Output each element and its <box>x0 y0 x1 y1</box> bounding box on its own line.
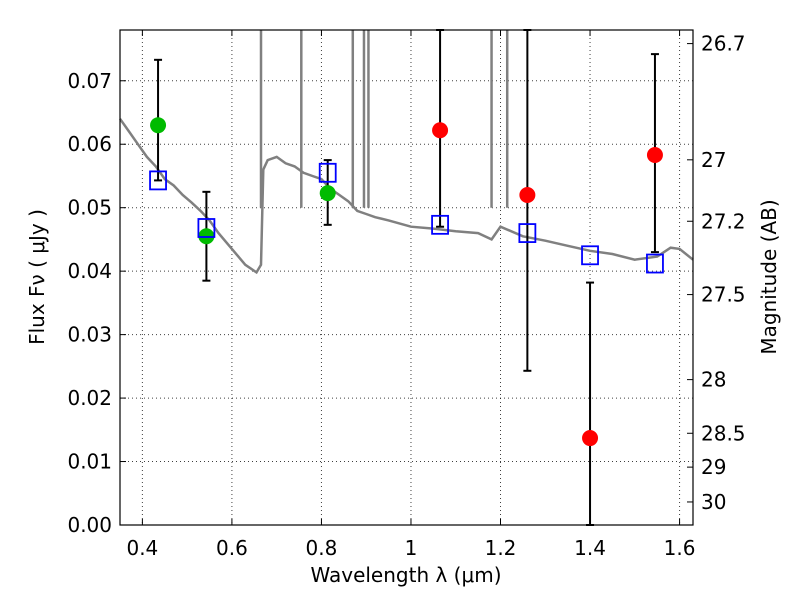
model-photometry-box <box>581 245 599 266</box>
red-data-point <box>646 147 663 164</box>
red-data-point <box>582 430 599 447</box>
plot-frame <box>119 29 694 526</box>
y2-axis-label: Magnitude (AB) <box>757 199 781 354</box>
y-tick-label: 0.00 <box>67 513 112 537</box>
model-photometry-box <box>431 214 449 235</box>
y2-tick-label: 27.5 <box>701 283 746 307</box>
model-photometry-layer <box>149 162 664 274</box>
y2-tick-label: 28 <box>701 368 726 392</box>
x-tick-label: 1.4 <box>574 536 606 560</box>
red-data-point <box>519 187 536 203</box>
y-tick-label: 0.07 <box>67 69 112 93</box>
x-tick-label: 1.6 <box>664 536 696 560</box>
y2-tick-label: 30 <box>701 490 726 514</box>
y-tick-label: 0.06 <box>67 132 112 156</box>
model-photometry-box <box>149 170 167 191</box>
x-tick-label: 0.8 <box>306 536 338 560</box>
x-tick-label: 1.2 <box>485 536 517 560</box>
x-axis-label: Wavelength λ (μm) <box>310 563 501 587</box>
y2-tick-label: 29 <box>701 455 726 479</box>
y-tick-label: 0.04 <box>67 259 112 283</box>
y-tick-label: 0.03 <box>67 323 112 347</box>
y2-tick-label: 28.5 <box>701 421 746 445</box>
y2-tick-label: 26.7 <box>701 32 746 56</box>
x-tick-label: 0.6 <box>216 536 248 560</box>
model-photometry-box <box>197 218 216 238</box>
y-tick-label: 0.01 <box>67 450 112 474</box>
model-spectrum-line <box>118 118 694 275</box>
green-data-point <box>319 185 336 202</box>
green-data-point <box>150 117 167 134</box>
y-tick-label: 0.02 <box>67 386 112 410</box>
model-photometry-box <box>518 223 537 243</box>
model-spectrum-layer <box>118 30 694 275</box>
y-axis-label: Flux Fν ( μJy ) <box>25 209 49 345</box>
x-tick-label: 1 <box>405 536 418 560</box>
photometry-points-layer <box>150 117 663 447</box>
x-tick-label: 0.4 <box>126 536 158 560</box>
tick-layer: 0.4 0.6 0.8 1 1.2 1.4 1.6 0.00 0.01 0.02 0.03 0.04 0… <box>67 30 746 560</box>
red-data-point <box>432 122 449 139</box>
y-tick-label: 0.05 <box>67 196 112 220</box>
errorbar-layer <box>154 29 659 526</box>
model-photometry-box <box>646 253 664 274</box>
y2-tick-label: 27 <box>701 148 726 172</box>
y2-tick-label: 27.2 <box>701 209 746 233</box>
model-photometry-box <box>318 162 337 183</box>
